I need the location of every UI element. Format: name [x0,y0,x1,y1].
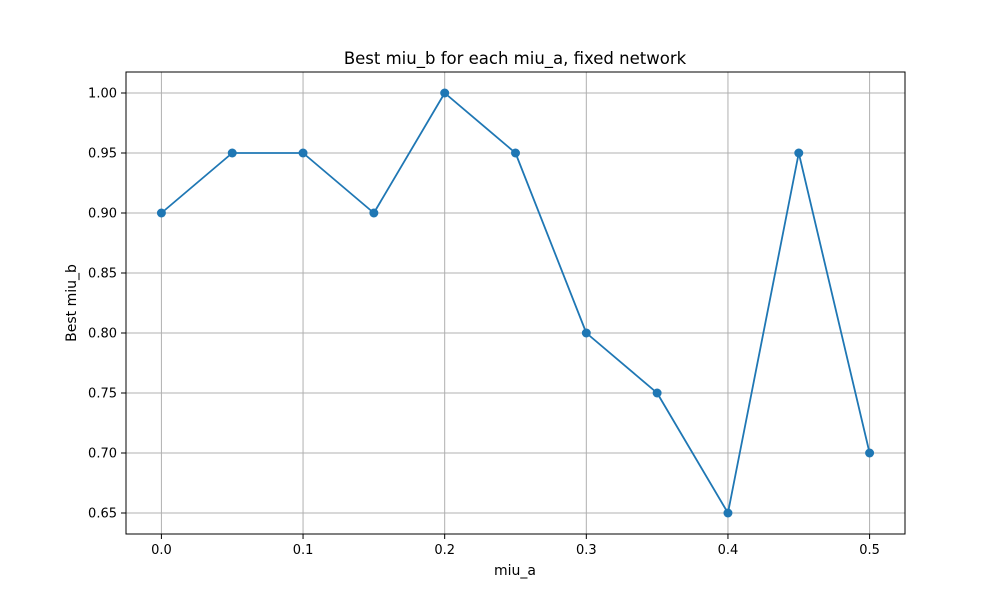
y-tick-label: 0.90 [88,207,117,222]
x-tick-label: 0.5 [859,543,880,558]
y-tick-label: 0.80 [88,327,117,342]
data-point [369,208,379,218]
y-tick-label: 0.95 [88,147,117,162]
grid [126,72,905,534]
data-point [723,508,733,518]
y-tick-label: 0.85 [88,267,117,282]
y-tick-label: 1.00 [88,87,117,102]
data-point [440,88,450,98]
y-axis-label: Best miu_b [64,264,80,342]
data-point [511,148,520,158]
data-point [298,148,308,158]
x-tick-label: 0.3 [576,543,597,558]
x-tick-label: 0.4 [718,543,739,558]
x-axis-label: miu_a [494,563,536,579]
plot-frame [125,71,906,535]
data-point [156,208,166,218]
data-point [227,148,237,158]
data-point [581,328,591,338]
chart-title: Best miu_b for each miu_a, fixed network [344,49,687,69]
x-tick-label: 0.2 [434,543,455,558]
data-point [794,148,804,158]
y-axis-ticks: 0.65 0.70 0.75 0.80 0.85 0.90 0.95 1.00 [88,87,126,522]
x-tick-label: 0.1 [293,543,314,558]
data-point [652,388,662,398]
series-layer [156,88,875,518]
x-axis-ticks: 0.0 0.1 0.2 0.3 0.4 0.5 [151,534,880,558]
y-tick-label: 0.75 [88,387,117,402]
x-tick-label: 0.0 [151,543,172,558]
y-tick-label: 0.65 [88,507,117,522]
y-tick-label: 0.70 [88,447,117,462]
data-point [865,448,875,458]
